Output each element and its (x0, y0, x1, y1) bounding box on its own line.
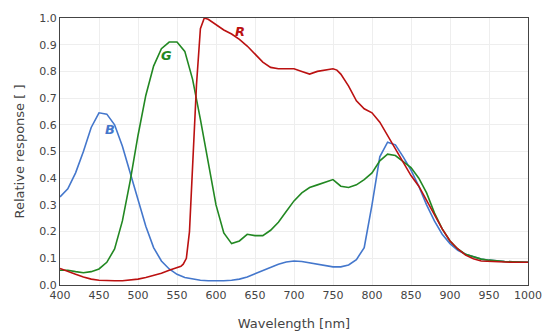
svg-text:0.3: 0.3 (39, 199, 57, 212)
svg-text:Wavelength [nm]: Wavelength [nm] (238, 316, 350, 331)
svg-text:0.0: 0.0 (39, 279, 57, 292)
svg-text:0.1: 0.1 (39, 252, 57, 265)
svg-text:B: B (105, 122, 115, 137)
svg-text:0.8: 0.8 (39, 65, 57, 78)
svg-text:950: 950 (479, 289, 500, 302)
svg-text:G: G (161, 48, 172, 63)
svg-text:0.7: 0.7 (39, 92, 57, 105)
svg-text:850: 850 (401, 289, 422, 302)
svg-text:0.4: 0.4 (39, 172, 57, 185)
svg-text:800: 800 (362, 289, 383, 302)
svg-text:750: 750 (323, 289, 344, 302)
svg-text:650: 650 (245, 289, 266, 302)
svg-text:600: 600 (206, 289, 227, 302)
svg-text:0.6: 0.6 (39, 119, 57, 132)
svg-text:900: 900 (440, 289, 461, 302)
svg-text:0.5: 0.5 (39, 145, 57, 158)
svg-text:R: R (235, 24, 245, 39)
svg-text:1000: 1000 (514, 289, 542, 302)
svg-text:700: 700 (284, 289, 305, 302)
svg-text:400: 400 (50, 289, 71, 302)
svg-text:0.9: 0.9 (39, 39, 57, 52)
svg-text:550: 550 (167, 289, 188, 302)
svg-text:1.0: 1.0 (39, 12, 57, 25)
svg-text:450: 450 (89, 289, 110, 302)
svg-text:500: 500 (128, 289, 149, 302)
svg-text:0.2: 0.2 (39, 225, 57, 238)
svg-text:Relative response [ ]: Relative response [ ] (12, 84, 27, 218)
